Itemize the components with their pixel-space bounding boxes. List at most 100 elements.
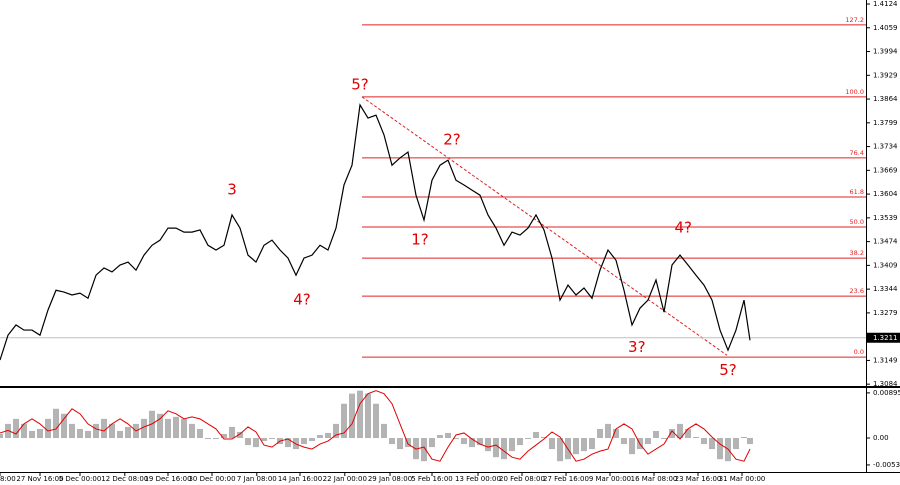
wave-label: 5? [719,361,737,379]
histogram-bar [581,438,587,452]
histogram-bar [261,438,267,442]
signal-line [0,390,751,462]
histogram-bar [333,423,339,439]
x-tick-label: 22 Jan 00:00 [323,475,367,483]
x-tick-label: 31 Mar 00:00 [719,475,766,483]
histogram-bar [629,438,635,455]
x-tick-label: 9 Mar 00:00 [589,475,631,483]
fib-label: 0.0 [854,348,864,356]
histogram-bar [101,418,107,439]
y-tick-label: 1.4124 [873,0,898,8]
histogram-bar [157,413,163,439]
y-tick-label: 1.3799 [873,119,898,127]
y-tick-label: 1.3994 [873,48,898,56]
histogram-bar [693,437,699,439]
histogram-bar [437,434,443,439]
histogram-bar [445,432,451,439]
histogram-bar [717,438,723,460]
histogram-bar [109,423,115,439]
histogram-bar [677,423,683,439]
histogram-bar [213,438,219,440]
histogram-bar [509,438,515,452]
y-tick-label: 1.3344 [873,285,898,293]
histogram-bar [85,430,91,439]
histogram-bar [325,432,331,439]
wave-label: 4? [674,219,692,237]
histogram-bar [269,438,275,440]
current-price-box [867,332,900,343]
histogram-bar [205,438,211,440]
histogram-bar [357,390,363,439]
y-tick-label: 1.3409 [873,261,898,269]
y-tick-label: 1.3279 [873,309,898,317]
histogram-bar [453,438,459,440]
histogram-bar [221,433,227,439]
histogram-bar [573,438,579,455]
y-tick-label: 1.3149 [873,356,898,364]
fib-label: 127.2 [845,16,864,24]
histogram-bar [685,428,691,439]
histogram-bar [13,418,19,439]
y-tick-label: 1.3539 [873,214,898,222]
histogram-bar [653,430,659,439]
histogram-bar [117,430,123,439]
histogram-bar [405,438,411,448]
histogram-bar [661,438,667,440]
histogram-bar [21,423,27,439]
histogram-bar [397,438,403,450]
histogram-bar [621,438,627,445]
histogram-bar [301,438,307,445]
histogram-bar [197,428,203,439]
histogram-bar [477,438,483,446]
histogram-bar [429,438,435,448]
x-tick-label: 20 Feb 08:00 [499,475,545,483]
x-tick-label: 14 Jan 16:00 [278,475,322,483]
histogram-bar [173,416,179,439]
wave-label: 2? [443,130,461,148]
y-tick-label: 1.3474 [873,238,898,246]
wave-label: 3? [628,338,646,356]
y-tick-label: 0.00 [873,434,889,442]
histogram-bar [461,438,467,445]
histogram-bar [597,428,603,439]
histogram-bar [533,431,539,439]
histogram-bar [747,438,753,445]
x-tick-label: 27 Feb 16:00 [543,475,589,483]
trendline [361,96,728,356]
histogram-bar [45,418,51,439]
histogram-bar [285,438,291,448]
histogram-bar [253,438,259,448]
histogram-bar [189,423,195,439]
fib-label: 50.0 [850,218,864,226]
histogram-bar [389,438,395,445]
histogram-bar [29,430,35,439]
price-line [0,103,751,361]
wave-label: 1? [411,231,429,249]
histogram-bar [709,438,715,450]
histogram-bar [61,413,67,439]
x-tick-label: 8:00 [0,475,16,483]
histogram-bar [245,438,251,446]
histogram-bar [605,423,611,439]
wave-label: 4? [293,291,311,309]
y-tick-label: 1.4059 [873,24,898,32]
histogram-bar [77,428,83,439]
fib-label: 100.0 [845,88,864,96]
histogram-bar [0,433,3,439]
histogram-bar [741,437,747,439]
wave-label: 5? [351,76,369,94]
histogram-bar [365,393,371,439]
histogram-bar [373,403,379,439]
histogram-bar [669,428,675,439]
histogram-bar [733,438,739,450]
y-tick-label: 1.3864 [873,95,898,103]
histogram-bar [645,438,651,445]
x-tick-label: 5 Dec 00:00 [59,475,102,483]
histogram-bar [349,393,355,439]
histogram-bar [125,426,131,439]
x-tick-label: 27 Nov 16:00 [16,475,63,483]
histogram-bar [421,438,427,462]
histogram-bar [589,438,595,450]
histogram-bar [69,423,75,439]
